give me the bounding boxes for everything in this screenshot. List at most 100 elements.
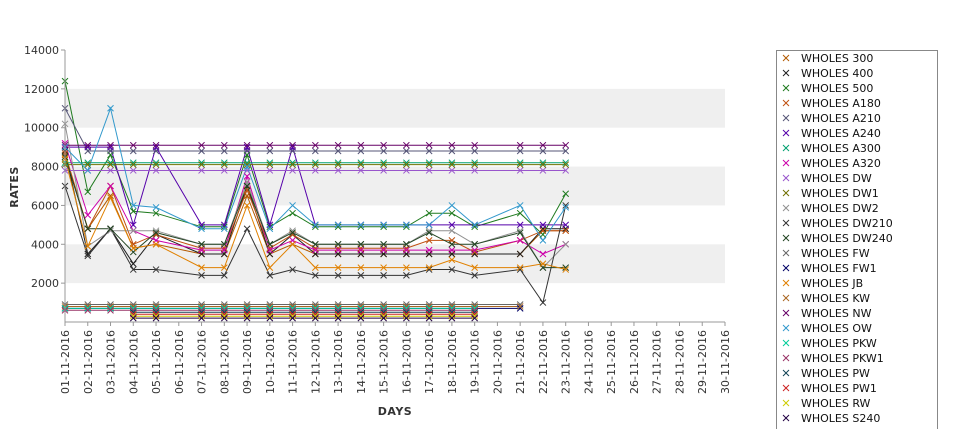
data-point: [403, 221, 410, 229]
data-point: [539, 250, 547, 258]
data-point: [220, 141, 228, 149]
plot-background-bands: [65, 88, 725, 284]
data-point: [84, 306, 92, 314]
data-point: [471, 159, 479, 167]
legend-item-label: WHOLES A300: [801, 142, 881, 155]
x-tick-label: 28-11-2016: [673, 330, 686, 394]
data-point: [243, 161, 251, 168]
data-point: [107, 192, 114, 200]
data-point: [107, 227, 114, 235]
data-point: [403, 167, 410, 174]
legend-item-label: WHOLES FW: [801, 247, 870, 260]
data-point: [129, 202, 137, 209]
legend-marker: [782, 354, 790, 362]
x-tick-label: 07-11-2016: [196, 330, 209, 394]
data-point: [425, 159, 433, 167]
data-point: [107, 159, 114, 167]
data-point: [311, 264, 319, 271]
data-point: [266, 314, 274, 322]
legend-marker: [782, 189, 790, 197]
data-point: [380, 161, 387, 168]
data-point: [198, 147, 205, 155]
data-point: [425, 147, 433, 155]
x-tick-label: 04-11-2016: [127, 330, 140, 394]
data-point: [516, 141, 524, 149]
legend-marker: [782, 99, 790, 107]
grid-band: [65, 244, 725, 284]
x-tick-label: 23-11-2016: [560, 330, 573, 394]
data-point: [220, 312, 228, 320]
data-point: [266, 147, 274, 155]
data-point: [334, 246, 342, 254]
data-point: [266, 159, 274, 167]
axes: [64, 50, 725, 323]
data-point: [539, 227, 547, 235]
data-point: [129, 159, 137, 167]
data-point: [311, 147, 319, 155]
data-point: [516, 303, 524, 310]
data-point: [539, 141, 547, 149]
legend-frame: [776, 50, 938, 429]
x-tick-label: 24-11-2016: [582, 330, 595, 394]
data-point: [243, 314, 251, 322]
legend-item-label: WHOLES OW: [801, 322, 872, 335]
legend-marker: [782, 174, 790, 182]
data-point: [357, 272, 365, 279]
data-point: [129, 260, 137, 268]
data-point: [562, 221, 570, 229]
legend-marker: [782, 234, 790, 242]
data-point: [266, 225, 274, 233]
data-point: [289, 161, 296, 168]
data-point: [107, 194, 114, 202]
data-point: [334, 159, 342, 167]
data-point: [380, 240, 387, 248]
data-point: [152, 159, 160, 167]
data-point: [380, 223, 387, 231]
data-point: [403, 314, 410, 322]
data-point: [84, 161, 92, 168]
legend-marker: [782, 339, 790, 347]
x-tick-label: 08-11-2016: [218, 330, 231, 394]
data-point: [448, 147, 456, 155]
data-point: [425, 266, 433, 273]
data-point: [107, 143, 114, 151]
data-point: [516, 161, 524, 168]
data-point: [334, 167, 342, 174]
legend-item-label: WHOLES KW: [801, 292, 870, 305]
data-point: [357, 141, 365, 149]
data-point: [357, 240, 365, 248]
legend-marker: [782, 309, 790, 317]
data-point: [425, 221, 433, 229]
data-point: [243, 225, 251, 233]
legend-item-label: WHOLES PKW: [801, 337, 877, 350]
data-point: [266, 141, 274, 149]
y-axis-ticks: 2000 4000 6000 8000 10000 12000 14000: [24, 44, 65, 290]
data-point: [471, 246, 479, 254]
legend-marker: [782, 264, 790, 272]
data-point: [562, 227, 570, 235]
data-point: [152, 167, 160, 174]
data-point: [516, 147, 524, 155]
data-point: [516, 167, 524, 174]
legend-item-label: WHOLES PKW1: [801, 352, 884, 365]
data-point: [562, 264, 570, 271]
x-tick-label: 26-11-2016: [628, 330, 641, 394]
data-point: [243, 202, 251, 209]
data-point: [562, 204, 570, 211]
data-point: [357, 161, 365, 168]
data-point: [266, 223, 274, 231]
data-point: [152, 161, 160, 168]
data-point: [289, 159, 296, 167]
y-tick-label: 2000: [31, 277, 59, 290]
x-tick-label: 09-11-2016: [241, 330, 254, 394]
series-markers: [61, 77, 570, 322]
data-point: [107, 104, 114, 112]
x-tick-label: 21-11-2016: [514, 330, 527, 394]
data-point: [516, 229, 524, 236]
data-point: [357, 246, 365, 254]
data-point: [448, 159, 456, 167]
data-point: [129, 147, 137, 155]
y-tick-label: 14000: [24, 44, 59, 57]
data-point: [198, 264, 205, 271]
data-point: [220, 246, 228, 254]
